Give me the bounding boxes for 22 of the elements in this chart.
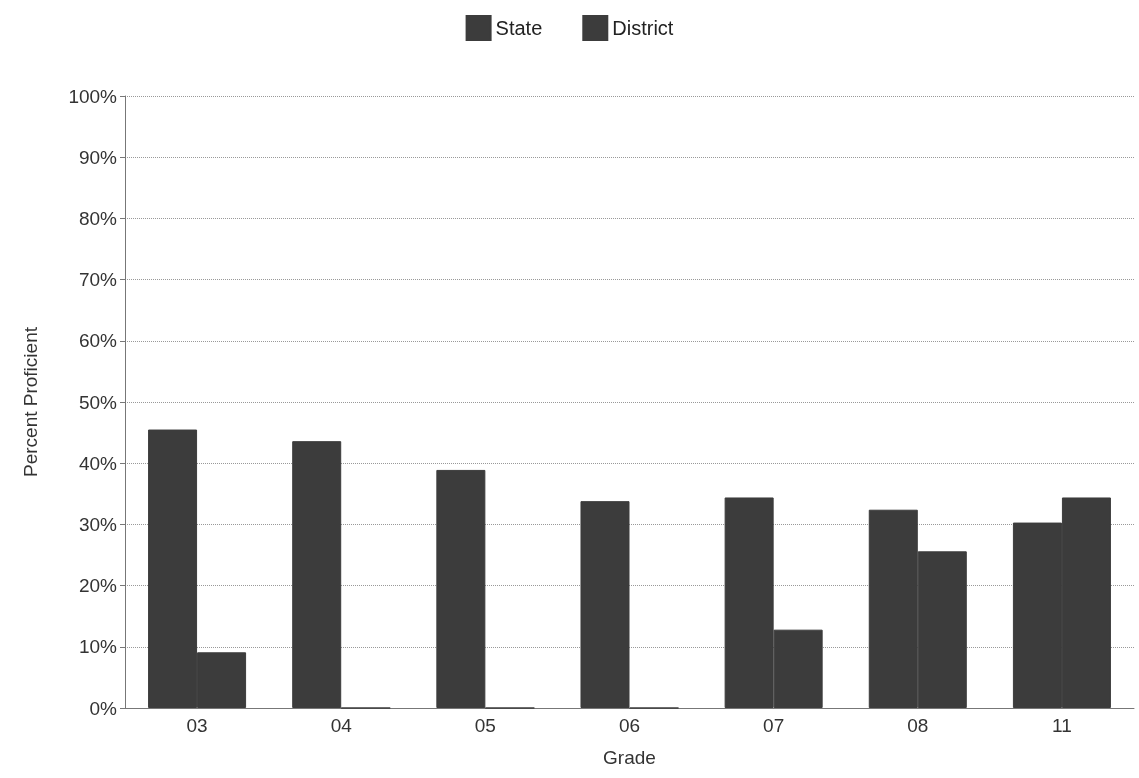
y-tick-label: 40%: [78, 452, 118, 474]
x-tick-label: 05: [474, 715, 496, 736]
x-tick-label: 08: [907, 715, 929, 736]
y-tick-label: 30%: [78, 513, 118, 535]
legend-label: District: [612, 17, 674, 39]
y-tick-label: 10%: [78, 636, 118, 658]
y-tick-label: 100%: [68, 85, 118, 107]
y-tick-label: 80%: [78, 207, 118, 229]
x-axis-title: Grade: [603, 747, 656, 768]
x-tick-label: 06: [618, 715, 641, 736]
x-tick-label: 11: [1052, 715, 1072, 736]
y-tick-label: 50%: [78, 391, 118, 413]
y-axis-title: Percent Proficient: [20, 326, 41, 477]
y-tick-label: 90%: [78, 146, 118, 168]
y-tick-label: 70%: [78, 269, 118, 291]
y-tick-label: 0%: [89, 697, 118, 719]
x-tick-label: 03: [186, 715, 208, 736]
y-tick-label: 20%: [78, 575, 118, 597]
y-tick-label: 60%: [78, 330, 118, 352]
x-tick-label: 07: [763, 715, 785, 736]
x-tick-label: 04: [330, 715, 353, 736]
legend-label: State: [495, 17, 543, 39]
